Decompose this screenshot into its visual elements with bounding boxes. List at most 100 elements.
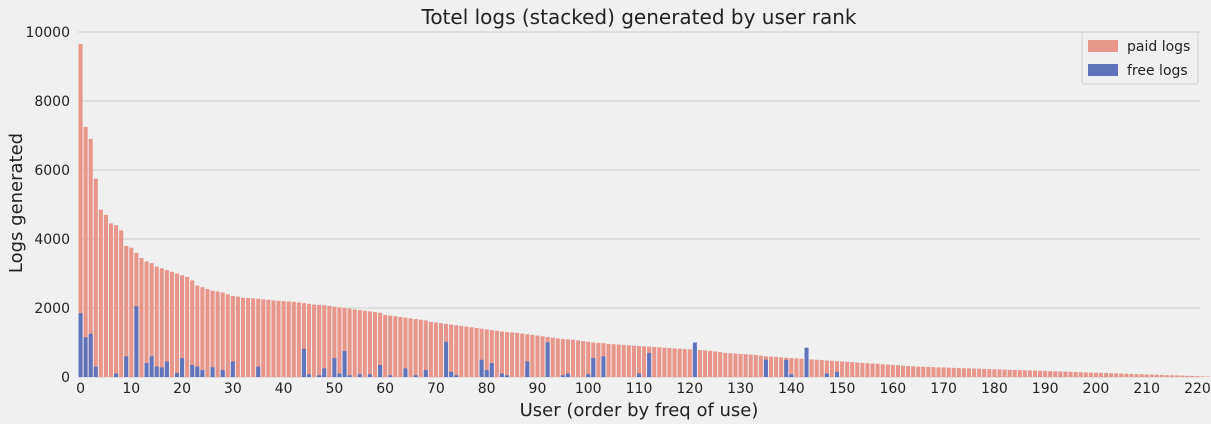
bar-paid-141 (794, 358, 799, 377)
bar-paid-142 (799, 358, 804, 377)
bar-paid-189 (1038, 370, 1043, 377)
x-tick-label: 30 (224, 381, 242, 397)
bar-free-79 (479, 359, 484, 377)
bar-paid-6 (108, 223, 114, 377)
bar-paid-41 (286, 301, 291, 377)
bar-paid-218 (1185, 375, 1190, 377)
bar-paid-132 (748, 354, 753, 377)
bar-paid-215 (1170, 375, 1175, 377)
bar-paid-96 (565, 339, 570, 377)
bar-paid-129 (733, 353, 738, 377)
y-tick-labels: 0 2000 4000 6000 8000 10000 (25, 25, 70, 386)
x-tick-label: 120 (676, 381, 703, 397)
bar-paid-61 (388, 315, 393, 377)
bar-free-101 (591, 358, 596, 377)
bar-free-149 (834, 371, 840, 377)
bar-paid-169 (936, 367, 941, 377)
bar-paid-125 (713, 351, 718, 377)
bar-paid-43 (296, 302, 301, 377)
bar-paid-24 (200, 287, 205, 377)
bar-paid-201 (1098, 372, 1104, 377)
bar-paid-54 (352, 309, 357, 377)
bar-paid-190 (1043, 370, 1048, 377)
bar-paid-220 (1195, 376, 1200, 377)
x-tick-label: 60 (376, 381, 394, 397)
bar-paid-68 (423, 320, 428, 377)
bar-paid-1 (83, 126, 88, 377)
x-tick-label: 140 (778, 381, 805, 397)
bar-paid-156 (870, 363, 875, 377)
x-tick-label: 0 (76, 381, 85, 397)
bar-free-23 (195, 366, 200, 377)
bar-paid-209 (1139, 374, 1144, 377)
legend-swatch-paid (1088, 40, 1118, 52)
bar-paid-53 (347, 308, 352, 377)
bar-paid-52 (342, 308, 347, 377)
y-tick-label: 2000 (34, 301, 70, 317)
bar-paid-31 (235, 296, 240, 377)
bar-free-13 (144, 363, 149, 377)
bar-paid-200 (1093, 372, 1098, 377)
bar-paid-131 (743, 354, 748, 377)
bar-paid-7 (114, 225, 119, 377)
bar-paid-199 (1088, 372, 1093, 377)
bar-paid-70 (433, 322, 438, 377)
bar-paid-17 (164, 270, 169, 377)
bar-paid-19 (174, 273, 180, 377)
bar-free-83 (499, 373, 504, 377)
bar-free-0 (78, 313, 83, 377)
bar-paid-46 (312, 304, 317, 377)
bar-paid-181 (997, 369, 1002, 377)
x-axis-title: User (order by freq of use) (520, 400, 759, 421)
bar-paid-172 (951, 367, 956, 377)
x-tick-label: 180 (981, 381, 1008, 397)
bar-paid-206 (1124, 373, 1129, 377)
bar-paid-30 (230, 295, 235, 377)
bar-paid-208 (1134, 374, 1139, 377)
bar-paid-122 (697, 350, 702, 377)
x-tick-label: 100 (575, 381, 602, 397)
bar-paid-50 (332, 306, 337, 377)
bar-paid-155 (865, 363, 870, 377)
y-tick-label: 0 (61, 370, 70, 386)
chart-title: Totel logs (stacked) generated by user r… (421, 5, 857, 29)
bar-paid-56 (362, 310, 367, 377)
bar-paid-202 (1104, 373, 1109, 377)
bar-paid-114 (657, 347, 662, 377)
bar-paid-185 (1017, 370, 1022, 377)
bar-paid-95 (560, 339, 565, 377)
bar-free-26 (210, 367, 215, 377)
bar-paid-14 (149, 263, 154, 377)
bar-free-35 (256, 366, 261, 377)
bar-free-72 (444, 341, 449, 377)
bar-paid-8 (119, 230, 124, 377)
bar-paid-175 (966, 368, 972, 377)
bar-paid-145 (814, 359, 819, 377)
bar-paid-63 (398, 316, 403, 377)
bar-paid-48 (322, 305, 327, 377)
bar-paid-173 (956, 368, 961, 377)
x-tick-label: 170 (930, 381, 957, 397)
bar-paid-22 (190, 280, 195, 377)
bar-paid-39 (276, 300, 281, 377)
bar-paid-37 (266, 299, 271, 377)
bar-paid-81 (489, 330, 494, 377)
bar-paid-204 (1114, 373, 1119, 377)
bar-paid-127 (723, 352, 728, 377)
bar-free-100 (586, 374, 591, 377)
bar-free-80 (484, 370, 489, 377)
bar-paid-162 (900, 365, 906, 377)
bar-paid-69 (428, 321, 433, 377)
y-tick-label: 8000 (34, 94, 70, 110)
bar-paid-57 (367, 311, 372, 377)
x-tick-label: 10 (122, 381, 140, 397)
bar-paid-88 (525, 334, 530, 377)
bar-free-103 (601, 356, 606, 377)
bar-paid-192 (1053, 371, 1058, 377)
bar-free-14 (149, 356, 154, 377)
bar-paid-105 (611, 344, 616, 377)
bar-paid-159 (885, 364, 890, 377)
bar-paid-151 (845, 361, 850, 377)
bar-paid-221 (1200, 376, 1205, 377)
